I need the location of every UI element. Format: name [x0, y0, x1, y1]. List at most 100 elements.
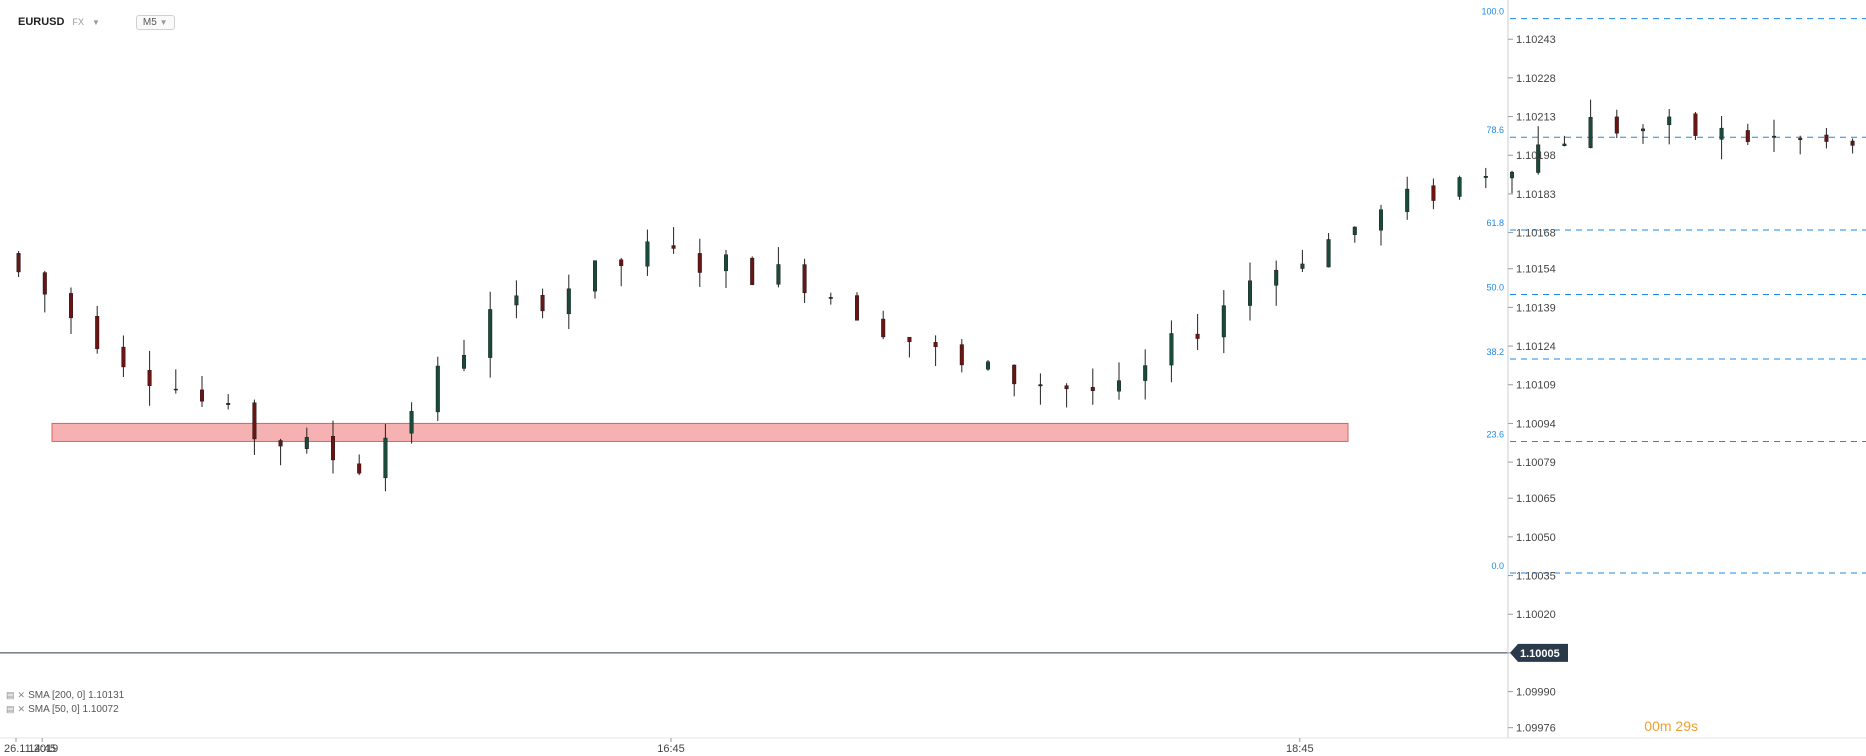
y-tick-label: 1.10079: [1516, 457, 1556, 469]
candle-bull: [488, 309, 493, 358]
chart-header: EURUSD FX ▼ M5 ▼: [18, 12, 175, 32]
candle-bear: [1614, 116, 1619, 134]
market-label: FX: [72, 17, 84, 27]
candle-bull: [1300, 263, 1305, 269]
candle-bull: [724, 254, 729, 272]
candle-bull: [1274, 269, 1279, 286]
fib-level-label: 100.0: [1481, 7, 1504, 17]
candle-bear: [697, 253, 702, 273]
candle-bull: [1247, 280, 1252, 306]
candle-bear: [1012, 364, 1017, 385]
close-icon[interactable]: ✕: [17, 690, 26, 700]
y-tick-label: 1.10124: [1516, 341, 1556, 353]
indicator-sma50[interactable]: ▤ ✕ SMA [50, 0] 1.10072: [6, 704, 119, 715]
y-tick-label: 1.10035: [1516, 571, 1556, 583]
candle-bear: [16, 253, 21, 273]
candle-bear: [671, 245, 676, 249]
candle-bull: [1588, 117, 1593, 148]
candle-bull: [1143, 365, 1148, 381]
candle-bull: [1536, 144, 1541, 173]
candle-bull: [593, 260, 598, 292]
list-icon[interactable]: ▤: [6, 704, 15, 714]
y-tick-label: 1.10213: [1516, 112, 1556, 124]
candle-bull: [1116, 380, 1121, 392]
candle-bear: [121, 346, 126, 368]
candle-bear: [828, 297, 833, 299]
candle-bear: [1824, 134, 1829, 142]
timer-m: m: [1659, 718, 1672, 734]
y-tick-label: 1.10065: [1516, 493, 1556, 505]
fib-level-label: 23.6: [1486, 429, 1504, 439]
candle-bear: [1038, 384, 1043, 387]
candle-bear: [1693, 113, 1698, 136]
timer-seconds: 29: [1675, 718, 1691, 734]
y-tick-label: 1.10109: [1516, 380, 1556, 392]
list-icon[interactable]: ▤: [6, 690, 15, 700]
fib-level-label: 78.6: [1486, 125, 1504, 135]
candle-bull: [1457, 177, 1462, 197]
y-tick-label: 1.10139: [1516, 302, 1556, 314]
candles-layer: [16, 99, 1855, 492]
y-tick-label: 1.10228: [1516, 73, 1556, 85]
x-tick-label: 18:45: [1286, 743, 1314, 755]
timeframe-label: M5: [142, 16, 157, 28]
y-tick-label: 1.10243: [1516, 34, 1556, 46]
fib-level-label: 61.8: [1486, 218, 1504, 228]
zones-layer: [51, 422, 1349, 442]
current-price-tag: [1510, 643, 1568, 662]
chevron-down-icon: ▼: [159, 17, 168, 27]
candle-bear: [147, 370, 152, 386]
candle-bear: [1431, 185, 1436, 201]
candle-bear: [619, 259, 624, 266]
y-tick-label: 1.10020: [1516, 609, 1556, 621]
candle-bear: [357, 463, 362, 474]
fib-level-label: 0.0: [1491, 561, 1504, 571]
y-tick-label: 1.10183: [1516, 189, 1556, 201]
chevron-down-icon[interactable]: ▼: [91, 17, 100, 27]
candle-bull: [383, 437, 388, 479]
candle-bull: [173, 388, 178, 391]
candle-bear: [68, 293, 73, 319]
candle-bear: [802, 264, 807, 294]
candle-bear: [1090, 387, 1095, 391]
timeframe-selector[interactable]: M5 ▼: [135, 14, 175, 30]
timer-s: s: [1691, 718, 1698, 734]
symbol-label[interactable]: EURUSD: [18, 16, 65, 28]
candle-bear: [278, 440, 283, 447]
candle-bear: [1195, 333, 1200, 339]
candle-bear: [881, 318, 886, 338]
candle-bear: [855, 295, 860, 321]
candle-bear: [1745, 130, 1750, 142]
indicator-sma200[interactable]: ▤ ✕ SMA [200, 0] 1.10131: [6, 690, 124, 701]
y-tick-label: 1.10154: [1516, 264, 1556, 276]
candle-bear: [252, 402, 257, 440]
current-price-label: 1.10005: [1520, 648, 1560, 660]
candle-bull: [1771, 135, 1776, 138]
candle-bear: [750, 257, 755, 285]
x-tick-label: 14:45: [28, 743, 56, 755]
candle-bull: [1352, 226, 1357, 235]
candle-bull: [226, 403, 231, 405]
candle-bull: [1719, 127, 1724, 140]
candle-bull: [566, 288, 571, 315]
candle-bull: [1562, 143, 1567, 146]
candle-bull: [1169, 333, 1174, 366]
candle-bull: [409, 411, 414, 434]
candle-bear: [540, 295, 545, 312]
candle-bear: [95, 316, 100, 350]
candle-bull: [1509, 171, 1514, 179]
candle-bear: [1850, 140, 1855, 146]
indicator-label: SMA [200, 0] 1.10131: [28, 690, 125, 701]
close-icon[interactable]: ✕: [17, 704, 26, 714]
candle-bear: [199, 389, 204, 402]
timer-minutes: 00: [1644, 718, 1660, 734]
candle-bear: [1064, 385, 1069, 390]
candle-bull: [1667, 116, 1672, 126]
candle-bull: [1640, 128, 1645, 132]
y-tick-label: 1.10168: [1516, 228, 1556, 240]
x-tick-label: 26.11.2019: [4, 743, 58, 755]
y-tick-label: 1.09976: [1516, 723, 1556, 735]
candle-bull: [986, 361, 991, 370]
